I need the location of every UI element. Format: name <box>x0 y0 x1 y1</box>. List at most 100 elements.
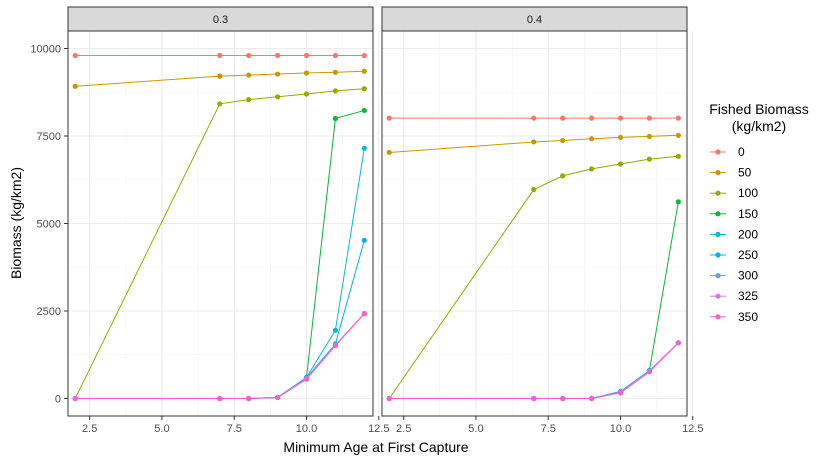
legend-item: 300 <box>710 269 758 283</box>
series-0 <box>72 52 367 59</box>
legend-item: 325 <box>710 289 758 303</box>
y-tick-label: 7500 <box>37 131 61 143</box>
x-tick-label: 12.5 <box>368 423 389 435</box>
data-point <box>217 101 223 107</box>
data-point <box>646 115 653 121</box>
data-point <box>361 107 367 114</box>
data-point <box>274 52 281 59</box>
data-point <box>246 395 252 402</box>
y-axis-title: Biomass (kg/km2) <box>8 167 24 279</box>
data-point <box>386 149 392 156</box>
x-axis-title: Minimum Age at First Capture <box>283 439 468 455</box>
legend-key-point <box>715 252 721 258</box>
data-point <box>646 156 653 162</box>
legend-label: 50 <box>738 166 752 180</box>
data-point <box>560 395 566 402</box>
series-100 <box>386 153 681 402</box>
data-point <box>675 132 681 138</box>
y-tick-label: 5000 <box>37 219 61 231</box>
data-point <box>332 69 339 75</box>
x-tick-label: 5.0 <box>468 423 483 435</box>
data-point <box>332 343 339 349</box>
legend: Fished Biomass(kg/km2) 0 50 100 150 200 250 300… <box>709 101 809 324</box>
data-point <box>274 71 281 77</box>
data-point <box>675 199 681 205</box>
facet-panels: 0.3 0.4 <box>67 6 694 417</box>
legend-label: 200 <box>738 227 758 241</box>
data-point <box>386 395 392 402</box>
x-tick-label: 10.0 <box>296 423 317 435</box>
data-point <box>303 91 310 97</box>
y-tick-label: 10000 <box>30 44 61 56</box>
data-point <box>560 173 566 179</box>
data-point <box>617 161 624 167</box>
legend-title: (kg/km2) <box>732 118 786 134</box>
data-point <box>617 115 624 121</box>
data-point <box>332 115 339 122</box>
data-point <box>675 340 681 346</box>
legend-key-point <box>715 273 721 279</box>
x-tick-label: 2.5 <box>82 423 97 435</box>
data-point <box>217 52 223 59</box>
legend-label: 0 <box>738 145 745 159</box>
data-point <box>531 139 537 145</box>
x-axis: 2.5 5.0 7.5 10.0 12.5 2.5 5.0 7.5 10.0 12.5 <box>82 416 703 435</box>
legend-key-point <box>715 293 721 299</box>
legend-item: 0 <box>710 145 745 159</box>
data-point <box>531 186 537 193</box>
data-point <box>274 394 281 401</box>
grid <box>382 31 694 416</box>
data-point <box>361 68 367 74</box>
legend-label: 300 <box>738 269 758 283</box>
series-50 <box>72 68 367 89</box>
data-point <box>332 88 339 94</box>
series-0 <box>386 115 681 121</box>
facet-strip <box>67 6 374 32</box>
legend-label: 250 <box>738 248 758 262</box>
y-axis: 0 2500 5000 7500 10000 <box>30 44 68 406</box>
data-point <box>588 136 595 142</box>
legend-item: 50 <box>710 166 752 180</box>
data-point <box>72 52 78 59</box>
data-point <box>303 70 310 76</box>
data-point <box>560 115 566 121</box>
legend-key-point <box>715 231 721 237</box>
data-point <box>303 376 310 382</box>
facet-panel: 0.3 <box>67 6 380 417</box>
x-tick-label: 10.0 <box>610 423 631 435</box>
data-point <box>361 237 367 243</box>
y-tick-label: 0 <box>55 394 61 406</box>
data-point <box>560 137 566 144</box>
data-point <box>531 395 537 402</box>
series-350 <box>72 311 367 402</box>
series-100 <box>72 86 367 402</box>
legend-item: 200 <box>710 227 758 241</box>
data-point <box>386 115 392 121</box>
data-point <box>588 115 595 121</box>
data-point <box>246 97 252 103</box>
data-point <box>588 395 595 402</box>
x-tick-label: 12.5 <box>682 423 703 435</box>
series-50 <box>386 132 681 156</box>
data-point <box>303 52 310 59</box>
facet-panel: 0.4 <box>381 6 694 417</box>
data-point <box>361 311 367 317</box>
legend-title: Fished Biomass <box>709 101 809 117</box>
data-point <box>646 133 653 139</box>
legend-label: 150 <box>738 207 758 221</box>
data-point <box>332 327 339 333</box>
data-point <box>274 94 281 100</box>
data-point <box>531 115 537 121</box>
legend-item: 100 <box>710 186 758 200</box>
data-point <box>246 52 252 59</box>
panel-border <box>381 30 688 417</box>
x-tick-label: 7.5 <box>541 423 556 435</box>
data-point <box>72 83 78 89</box>
legend-label: 325 <box>738 289 758 303</box>
data-point <box>361 145 367 151</box>
data-point <box>361 86 367 92</box>
legend-key-point <box>715 149 721 155</box>
data-point <box>217 395 223 402</box>
data-point <box>72 395 78 402</box>
